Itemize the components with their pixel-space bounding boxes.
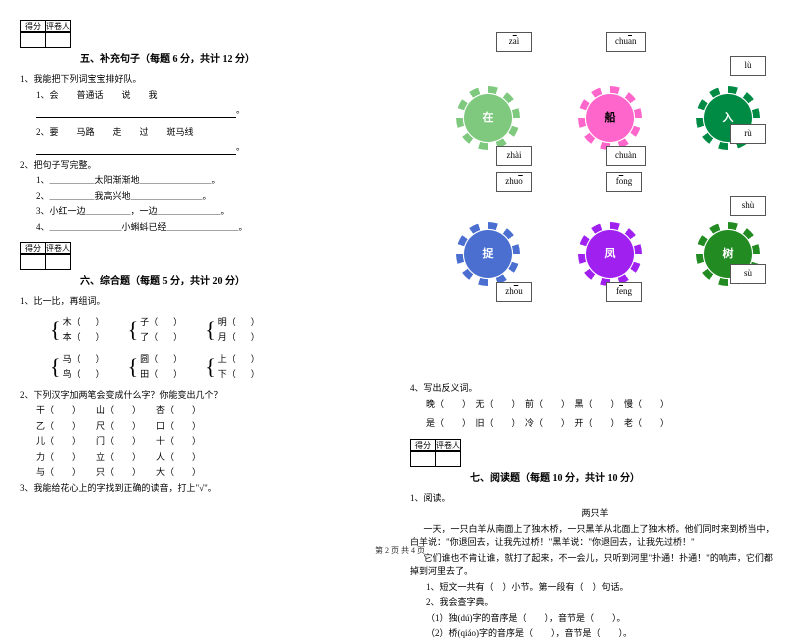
q5-2-2: 2、＿＿＿＿＿我高兴地＿＿＿＿＿＿＿＿。: [20, 190, 390, 204]
q5-2-1: 1、＿＿＿＿＿太阳渐渐地＿＿＿＿＿＿＿＿。: [20, 174, 390, 188]
q6-4-row1: 晚（ ） 无（ ） 前（ ） 黑（ ） 慢（ ）: [410, 398, 780, 412]
q6-1: 1、比一比，再组词。: [20, 295, 390, 309]
q7-sub2b: （2）桥(qiáo)字的音序是（ ），音节是（ ）。: [410, 627, 780, 641]
q5-2-3: 3、小红一边＿＿＿＿＿，一边＿＿＿＿＿＿＿。: [20, 205, 390, 219]
answer-blank[interactable]: [36, 107, 236, 118]
q5-1-2: 2、要 马路 走 过 斑马线: [20, 126, 390, 140]
q6-2: 2、下列汉字加两笔会变成什么字？你能变出几个？: [20, 389, 390, 403]
score-box-7: 得分 评卷人: [410, 439, 780, 467]
pinyin-box[interactable]: feng: [606, 282, 642, 302]
pinyin-box[interactable]: zhài: [496, 146, 532, 166]
pinyin-box[interactable]: chuan: [606, 32, 646, 52]
pinyin-box[interactable]: zhuo: [496, 172, 532, 192]
q7-sub2a: （1）独(dú)字的音序是（ ），音节是（ ）。: [410, 612, 780, 626]
score-label-1: 得分: [20, 20, 46, 32]
answer-blank[interactable]: [36, 144, 236, 155]
q6-4-title: 4、写出反义词。: [410, 382, 780, 396]
reading-p1: 一天，一只白羊从南面上了独木桥，一只黑羊从北面上了独木桥。他们同时来到桥当中，白…: [410, 523, 780, 550]
pinyin-box[interactable]: sù: [730, 264, 766, 284]
pinyin-box[interactable]: lù: [730, 56, 766, 76]
score-blank-1[interactable]: [20, 32, 46, 48]
sun-凤: 凤: [580, 224, 640, 284]
q6-3: 3、我能给花心上的字找到正确的读音，打上"√"。: [20, 482, 390, 496]
sun-船: 船: [580, 88, 640, 148]
pair-row-2: {马（ ）鸟（ ） {圆（ ）田（ ） {上（ ）下（ ）: [20, 352, 390, 383]
reading-heading: 两只羊: [410, 507, 780, 521]
sun-捉: 捉: [458, 224, 518, 284]
right-column: 在船入捉凤树zaìchuanlùrùzhàichuànzhuofongshùzh…: [400, 20, 790, 545]
score-box-6: 得分 评卷人: [20, 242, 390, 270]
q7-sub2: 2、我会查字典。: [410, 596, 780, 610]
score-blank-2[interactable]: [45, 32, 71, 48]
pinyin-box[interactable]: zhou: [496, 282, 532, 302]
pinyin-box[interactable]: chuàn: [606, 146, 646, 166]
left-column: 得分 评卷人 五、补充句子（每题 6 分，共计 12 分） 1、我能把下列词宝宝…: [10, 20, 400, 545]
score-box-5: 得分 评卷人: [20, 20, 390, 48]
q5-2-4: 4、＿＿＿＿＿＿＿＿小蝌蚪已经＿＿＿＿＿＿＿＿。: [20, 221, 390, 235]
reading-passage: 1、阅读。 两只羊 一天，一只白羊从南面上了独木桥，一只黑羊从北面上了独木桥。他…: [410, 492, 780, 641]
q5-2: 2、把句子写完整。: [20, 159, 390, 173]
pinyin-diagram: 在船入捉凤树zaìchuanlùrùzhàichuànzhuofongshùzh…: [410, 20, 770, 380]
q7-sub1: 1、短文一共有（ ）小节。第一段有（ ）句话。: [410, 581, 780, 595]
pinyin-box[interactable]: zaì: [496, 32, 532, 52]
pair-row-1: {木（ ）本（ ） {子（ ）了（ ） {明（ ）月（ ）: [20, 315, 390, 346]
pinyin-box[interactable]: rù: [730, 124, 766, 144]
reading-p2: 它们谁也不肯让谁，就打了起来，不一会儿，只听到河里"扑通！扑通！"的响声，它们都…: [410, 552, 780, 579]
score-label-2: 评卷人: [45, 20, 71, 32]
worksheet-page: 得分 评卷人 五、补充句子（每题 6 分，共计 12 分） 1、我能把下列词宝宝…: [0, 0, 800, 545]
pinyin-box[interactable]: fong: [606, 172, 642, 192]
q5-1: 1、我能把下列词宝宝排好队。: [20, 73, 390, 87]
pinyin-box[interactable]: shù: [730, 196, 766, 216]
q7-1: 1、阅读。: [410, 492, 780, 506]
q5-1-1: 1、会 普通话 说 我: [20, 89, 390, 103]
sun-在: 在: [458, 88, 518, 148]
q6-4-row2: 是（ ） 旧（ ） 冷（ ） 开（ ） 老（ ）: [410, 417, 780, 431]
section-7-title: 七、阅读题（每题 10 分，共计 10 分）: [410, 471, 780, 486]
section-6-title: 六、综合题（每题 5 分，共计 20 分）: [20, 274, 390, 289]
section-5-title: 五、补充句子（每题 6 分，共计 12 分）: [20, 52, 390, 67]
